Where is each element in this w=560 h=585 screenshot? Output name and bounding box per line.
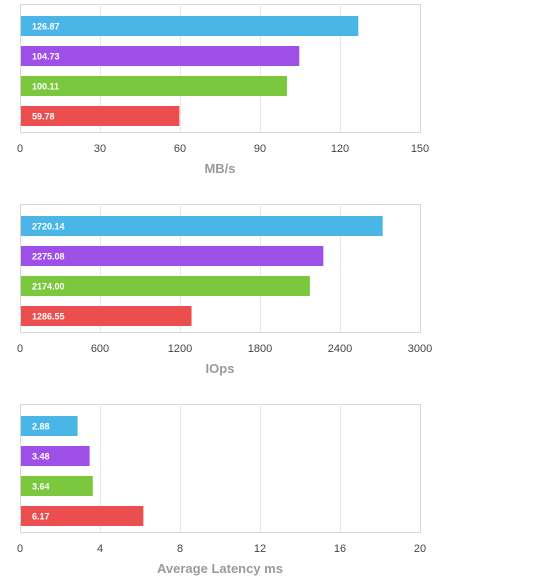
latency-chart: 2.88 3.48 3.64 6.17 0 4 8 12 16 20 Average Latency… (17, 404, 426, 576)
x-tick-label: 12 (254, 543, 266, 555)
bar (21, 506, 144, 526)
x-tick-label: 30 (94, 143, 106, 155)
x-tick-label: 2400 (328, 343, 352, 355)
bar (21, 16, 359, 36)
x-tick-label: 120 (331, 143, 349, 155)
bar-value-label: 2720.14 (32, 222, 65, 232)
throughput-chart: 126.87 104.73 100.11 59.78 0 30 60 90 120 150 MB/s (17, 4, 429, 176)
bar (21, 476, 93, 496)
bar (21, 46, 300, 66)
bar (21, 276, 310, 296)
x-tick-label: 600 (91, 343, 109, 355)
x-tick-label: 8 (177, 543, 183, 555)
x-tick-label: 0 (17, 543, 23, 555)
bar-value-label: 100.11 (32, 82, 59, 92)
bar-value-label: 2174.00 (32, 282, 65, 292)
x-tick-label: 3000 (408, 343, 432, 355)
x-tick-label: 60 (174, 143, 186, 155)
bar (21, 446, 90, 466)
x-tick-label: 16 (334, 543, 346, 555)
bar (21, 306, 192, 326)
bar-value-label: 126.87 (32, 22, 60, 32)
bar-value-label: 1286.55 (32, 312, 65, 322)
bar (21, 106, 180, 126)
x-tick-label: 0 (17, 143, 23, 155)
x-axis-title: IOps (206, 361, 235, 376)
bar-value-label: 3.64 (32, 482, 50, 492)
x-tick-label: 1800 (248, 343, 272, 355)
x-tick-label: 150 (411, 143, 429, 155)
x-tick-label: 4 (97, 543, 103, 555)
x-axis-title: Average Latency ms (157, 561, 283, 576)
bar-value-label: 59.78 (32, 112, 55, 122)
bar-value-label: 3.48 (32, 452, 50, 462)
bar-value-label: 2275.08 (32, 252, 65, 262)
x-tick-label: 0 (17, 343, 23, 355)
bar (21, 246, 324, 266)
bar-value-label: 2.88 (32, 422, 50, 432)
x-axis-title: MB/s (204, 161, 235, 176)
bar-value-label: 6.17 (32, 512, 50, 522)
bar (21, 216, 383, 236)
iops-chart: 2720.14 2275.08 2174.00 1286.55 0 600 1200 1800… (17, 204, 432, 376)
bar (21, 416, 78, 436)
bar (21, 76, 287, 96)
bar-value-label: 104.73 (32, 52, 60, 62)
x-tick-label: 90 (254, 143, 266, 155)
x-tick-label: 1200 (168, 343, 192, 355)
x-tick-label: 20 (414, 543, 426, 555)
